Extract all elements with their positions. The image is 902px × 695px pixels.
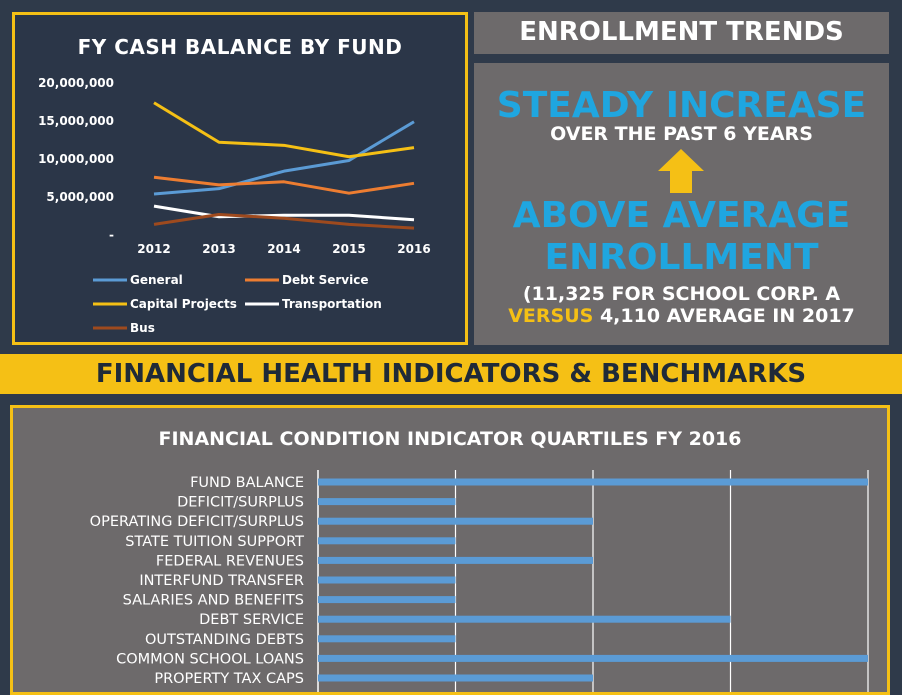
quartile-bar (318, 556, 593, 564)
category-label: OUTSTANDING DEBTS (145, 632, 304, 648)
cash-chart-title: FY CASH BALANCE BY FUND (77, 35, 403, 59)
category-label: PROPERTY TAX CAPS (154, 671, 304, 687)
steady-increase-headline: STEADY INCREASE (496, 85, 867, 126)
above-average-headline: ABOVE AVERAGE (512, 195, 851, 236)
series-line-transportation (153, 204, 415, 222)
series-line-capital-projects (153, 101, 415, 159)
y-tick-label: 20,000,000 (38, 76, 114, 90)
x-tick-label: 2015 (332, 242, 365, 256)
quartile-bar (318, 615, 731, 623)
enrollment-panel: STEADY INCREASE OVER THE PAST 6 YEARS AB… (474, 63, 889, 345)
enrollment-detail-rest: 4,110 AVERAGE IN 2017 (593, 305, 855, 327)
quartile-bar (318, 674, 593, 682)
y-tick-label: 10,000,000 (38, 152, 114, 166)
up-arrow-icon (658, 149, 704, 193)
enrollment-detail-line2: VERSUS 4,110 AVERAGE IN 2017 (474, 305, 889, 327)
category-label: DEBT SERVICE (199, 612, 304, 628)
x-tick-label: 2012 (137, 242, 170, 256)
y-tick-label: 5,000,000 (46, 190, 114, 204)
category-label: INTERFUND TRANSFER (139, 573, 304, 589)
quartile-bar (318, 635, 456, 643)
legend-label: Transportation (282, 297, 382, 311)
quartile-bar (318, 576, 456, 584)
x-tick-label: 2013 (202, 242, 235, 256)
cash-balance-chart: - 5,000,000 10,000,000 15,000,000 20,000,000… (38, 76, 431, 335)
category-label: COMMON SCHOOL LOANS (116, 651, 304, 667)
quartile-bar (318, 517, 593, 525)
versus-word: VERSUS (508, 305, 594, 327)
x-tick-label: 2016 (397, 242, 430, 256)
enrollment-headline: ENROLLMENT (544, 237, 819, 278)
quartile-bar (318, 498, 456, 506)
category-label: SALARIES AND BENEFITS (123, 593, 304, 609)
quartile-bar (318, 654, 868, 662)
quartile-bar (318, 596, 456, 604)
quartiles-panel: FINANCIAL CONDITION INDICATOR QUARTILES … (10, 405, 890, 695)
quartile-bar (318, 537, 456, 545)
series-line-general (153, 120, 415, 196)
legend-label: Bus (130, 321, 155, 335)
legend-label: Capital Projects (130, 297, 237, 311)
category-label: DEFICIT/SURPLUS (177, 495, 304, 511)
quartile-bar (318, 478, 868, 486)
legend-label: General (130, 273, 183, 287)
financial-health-banner: FINANCIAL HEALTH INDICATORS & BENCHMARKS (0, 354, 902, 394)
enrollment-header: ENROLLMENT TRENDS (474, 12, 889, 54)
category-label: STATE TUITION SUPPORT (125, 534, 304, 550)
y-tick-label: - (109, 228, 114, 242)
category-label: FEDERAL REVENUES (156, 553, 304, 569)
legend-label: Debt Service (282, 273, 369, 287)
category-label: OPERATING DEFICIT/SURPLUS (90, 514, 304, 530)
past-years-subtext: OVER THE PAST 6 YEARS (550, 123, 813, 145)
x-tick-label: 2014 (267, 242, 300, 256)
enrollment-detail-line1: (11,325 FOR SCHOOL CORP. A (522, 283, 841, 305)
category-label: FUND BALANCE (190, 475, 304, 491)
series-line-debt-service (153, 175, 415, 195)
quartiles-chart: FUND BALANCE DEFICIT/SURPLUS OPERATING DEF… (90, 470, 869, 692)
y-tick-label: 15,000,000 (38, 114, 114, 128)
series-line-bus (153, 212, 415, 230)
quartiles-chart-title: FINANCIAL CONDITION INDICATOR QUARTILES … (158, 428, 742, 450)
cash-balance-panel: FY CASH BALANCE BY FUND - 5,000,000 10,000… (12, 12, 468, 345)
